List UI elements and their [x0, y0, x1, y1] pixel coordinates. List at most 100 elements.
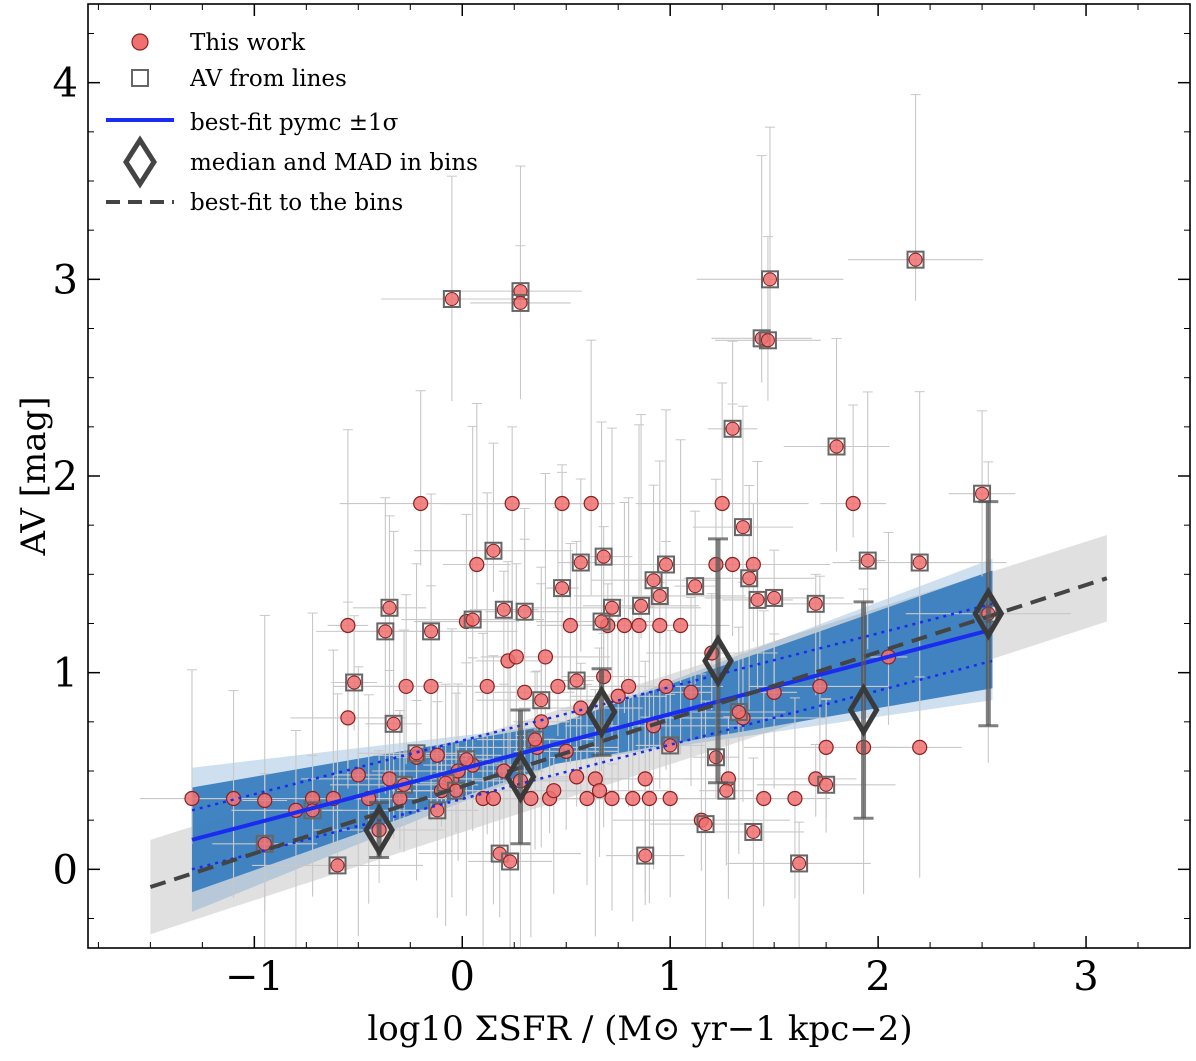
data-point-av-lines	[760, 270, 779, 289]
legend-label-this-work: This work	[190, 30, 306, 56]
data-point-av-lines-fill	[767, 590, 782, 605]
data-point-av-lines	[650, 586, 669, 605]
data-point-av-lines	[632, 596, 651, 615]
data-point-av-lines-fill	[634, 598, 649, 613]
data-point-this-work	[429, 747, 445, 763]
data-point-av-lines-fill	[719, 783, 734, 798]
data-point-this-work	[573, 700, 589, 716]
pymc-best-fit-line	[191, 627, 993, 842]
data-point-av-lines-fill	[257, 836, 272, 851]
legend-marker-av-lines	[131, 69, 149, 87]
data-point-this-work	[562, 617, 578, 634]
data-point-av-lines	[858, 551, 877, 570]
data-point-this-work	[398, 678, 414, 695]
data-point-av-lines	[758, 331, 777, 350]
data-point-av-lines	[511, 293, 530, 312]
data-point-av-lines	[906, 250, 925, 269]
data-point-av-lines	[827, 437, 846, 456]
data-point-av-lines-fill	[503, 854, 518, 869]
data-point-av-lines-fill	[496, 602, 511, 617]
data-point-av-lines-fill	[760, 333, 775, 348]
data-point-av-lines	[345, 673, 364, 692]
data-point-av-lines-fill	[742, 571, 757, 586]
data-point-av-lines-fill	[596, 549, 611, 564]
data-point-av-lines	[729, 703, 748, 721]
data-point-av-lines-fill	[594, 614, 609, 629]
data-point-av-lines-fill	[688, 579, 703, 594]
data-point-this-work	[569, 769, 585, 785]
data-point-av-lines-fill	[573, 555, 588, 570]
data-point-av-lines	[407, 744, 426, 763]
data-point-av-lines	[602, 598, 621, 617]
data-point-this-work	[621, 678, 637, 695]
data-point-av-lines	[790, 854, 809, 873]
data-point-av-lines-fill	[698, 817, 713, 832]
data-point-av-lines	[723, 419, 742, 438]
data-point-av-lines-fill	[912, 555, 927, 570]
data-point-av-lines	[501, 852, 520, 871]
data-point-av-lines-fill	[652, 588, 667, 603]
data-point-av-lines	[910, 553, 929, 572]
bin-median-diamond	[972, 586, 1005, 641]
data-point-av-lines	[636, 846, 655, 865]
data-point-av-lines	[376, 622, 395, 641]
data-point-this-work	[225, 790, 242, 807]
bin-median-diamond	[363, 803, 395, 857]
data-point-this-work	[485, 790, 502, 807]
data-points	[184, 250, 998, 875]
data-point-av-lines-fill	[746, 824, 761, 839]
data-point-av-lines-fill	[725, 421, 740, 436]
data-point-this-work	[912, 739, 928, 756]
data-point-this-work	[537, 649, 554, 665]
data-point-av-lines	[526, 730, 545, 749]
data-point-av-lines	[744, 822, 763, 841]
y-tick-label: 2	[53, 454, 78, 500]
data-point-this-work	[610, 688, 626, 704]
data-point-av-lines	[592, 612, 611, 631]
data-point-av-lines-fill	[378, 624, 393, 639]
data-point-this-work	[184, 790, 200, 807]
data-point-this-work	[625, 790, 641, 807]
data-point-av-lines	[686, 577, 705, 596]
data-point-av-lines-fill	[459, 752, 474, 767]
legend-label-bins-fit: best-fit to the bins	[190, 190, 403, 216]
axis-ticks: −1 0 1 2 3 0 1 2 3 4	[53, 4, 1191, 1000]
legend-marker-diamond	[123, 135, 157, 189]
data-point-this-work	[724, 556, 741, 573]
x-tick-label: 3	[1073, 954, 1098, 1000]
data-point-this-work	[591, 783, 608, 799]
data-point-this-work	[413, 495, 429, 512]
data-point-av-lines	[733, 518, 752, 537]
data-point-av-lines	[515, 602, 534, 621]
data-point-av-lines-fill	[792, 856, 807, 871]
data-point-av-lines	[463, 610, 482, 629]
bin-markers	[363, 500, 1005, 860]
x-tick-label: 0	[450, 954, 475, 1000]
data-point-av-lines-fill	[646, 573, 661, 588]
data-point-this-work	[381, 771, 398, 787]
data-point-av-lines	[806, 594, 825, 613]
data-point-av-lines	[380, 598, 399, 617]
data-point-av-lines-fill	[517, 604, 532, 619]
data-point-av-lines-fill	[762, 272, 777, 287]
data-point-this-work	[508, 649, 524, 665]
data-point-av-lines-fill	[569, 673, 584, 688]
data-point-this-work	[550, 678, 566, 695]
data-point-av-lines	[696, 815, 715, 834]
data-point-av-lines-fill	[528, 732, 543, 747]
data-point-av-lines-fill	[513, 295, 528, 310]
legend-marker-this-work	[131, 33, 149, 51]
y-axis-title: AV [mag]	[14, 396, 54, 556]
data-point-this-work	[672, 617, 689, 634]
data-point-av-lines-fill	[347, 675, 362, 690]
data-point-av-lines	[494, 600, 513, 619]
data-point-this-work	[554, 495, 570, 512]
data-point-this-work	[756, 790, 772, 807]
y-tick-label: 3	[53, 257, 78, 303]
x-tick-label: 1	[657, 954, 682, 1000]
data-point-this-work	[579, 790, 595, 807]
data-point-this-work	[479, 678, 495, 695]
data-point-av-lines-fill	[829, 439, 844, 454]
data-point-this-work	[350, 767, 366, 783]
